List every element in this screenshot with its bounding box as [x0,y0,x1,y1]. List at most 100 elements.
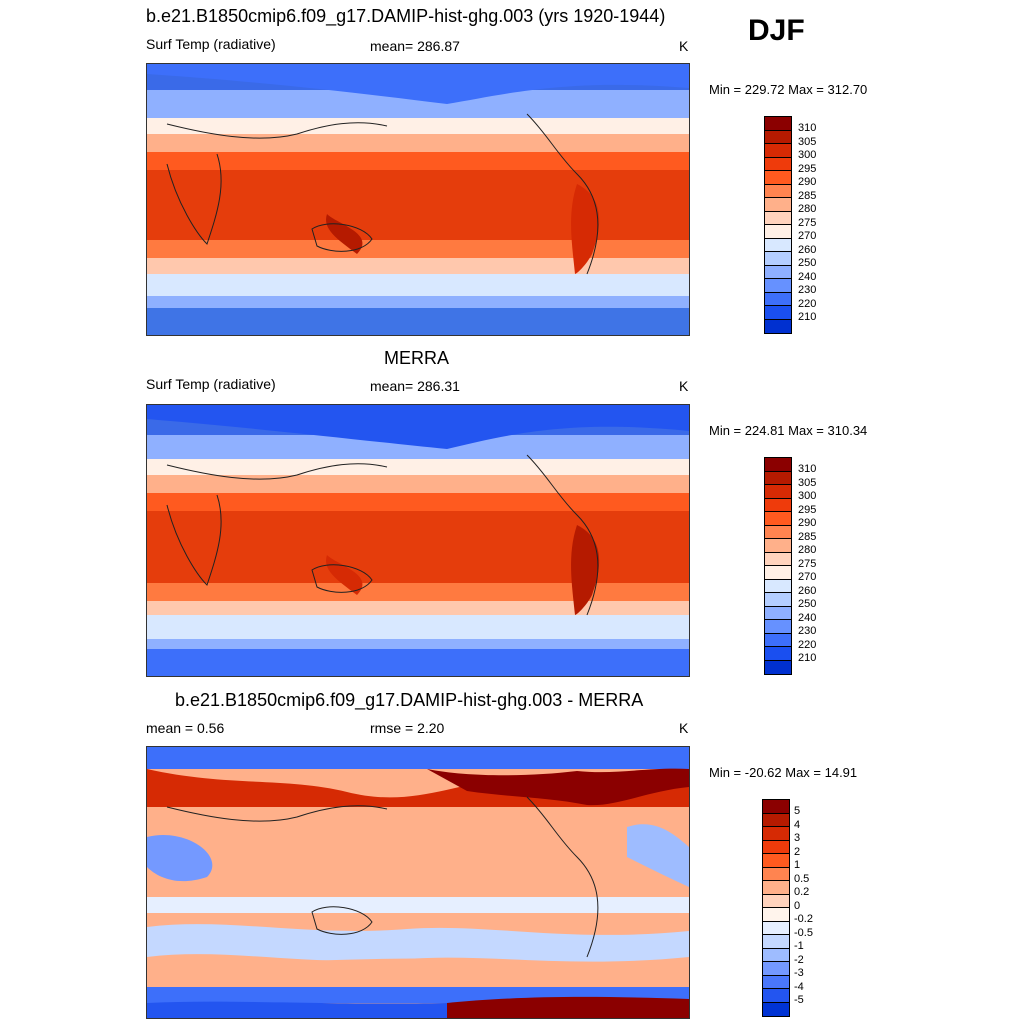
coastline [311,906,373,935]
colorbar-swatch [765,593,791,607]
colorbar-tick-label: 290 [798,176,817,188]
band-290-south [147,240,689,258]
colorbar-tick-label: 305 [798,476,817,489]
band-255-south [147,296,689,308]
colorbar-tick-label: 300 [798,149,817,161]
panel-3-rmse-label: rmse = 2.20 [370,720,445,736]
panel-3-units-label: K [679,720,689,736]
africa-cool-region [147,835,213,882]
colorbar-swatch [765,647,791,661]
colorbar-tick-label: 280 [798,544,817,556]
colorbar-tick-label: -2 [794,953,804,966]
coastline [526,113,599,275]
colorbar-swatch [765,606,791,620]
colorbar-tick-label: 5 [794,805,801,817]
north-pacific-strong-warm [427,768,689,806]
colorbar-tick-label: -0.2 [794,913,813,925]
coastline [526,454,599,616]
colorbar-tick-label: 270 [798,230,817,242]
panel-2-title: MERRA [384,348,450,368]
panel-3-title: b.e21.B1850cmip6.f09_g17.DAMIP-hist-ghg.… [175,690,644,710]
panel-2-colorbar [764,457,792,675]
band-285 [147,475,689,493]
band-275 [147,118,689,134]
colorbar-swatch [765,512,791,526]
south-america-region [571,525,600,615]
coastline [526,796,599,958]
panel-1-mean-label: mean= 286.87 [370,38,460,54]
colorbar-tick-label: 270 [798,571,817,583]
coastline [166,494,222,586]
colorbar-tick-label: 230 [798,625,817,637]
colorbar-tick-label: 4 [794,818,801,831]
southern-ocean-cool-band [147,924,689,962]
colorbar-swatch [763,975,789,989]
colorbar-swatch [765,144,791,158]
band-255-south [147,639,689,649]
panel-1-map-svg [147,64,689,335]
panel-2-variable-label: Surf Temp (radiative) [146,376,276,392]
season-label: DJF [748,14,805,47]
band-295 [147,493,689,511]
band-270-south [147,615,689,639]
colorbar-swatch [763,962,789,976]
colorbar-swatch [765,579,791,593]
colorbar-tick-label: 295 [798,503,817,516]
band-280-south [147,258,689,274]
colorbar-swatch [765,117,791,131]
colorbar-swatch [765,620,791,634]
panel-2-map [146,404,690,677]
band-295 [147,152,689,170]
colorbar-swatch [763,921,789,935]
panel-3-mean-label: mean = 0.56 [146,720,225,736]
panel-1-colorbar [764,116,792,334]
colorbar-swatch [765,225,791,239]
southern-warm-band [147,958,689,987]
coastline [166,463,388,480]
colorbar-swatch [763,854,789,868]
colorbar-swatch [763,813,789,827]
colorbar-swatch [763,840,789,854]
panel-1-variable-label: Surf Temp (radiative) [146,36,276,52]
coastline [166,122,388,139]
colorbar-swatch [765,238,791,252]
band-270-south [147,274,689,296]
colorbar-swatch [765,498,791,512]
colorbar-tick-label: 250 [798,257,817,269]
colorbar-swatch [765,471,791,485]
colorbar-tick-label: -5 [794,994,804,1006]
colorbar-tick-label: 220 [798,638,817,651]
colorbar-swatch [765,306,791,320]
band-280-south [147,601,689,615]
band-290-south [147,583,689,601]
colorbar-tick-label: 290 [798,517,817,529]
arctic-cold-region [147,64,689,104]
colorbar-swatch [763,935,789,949]
colorbar-tick-label: 230 [798,284,817,296]
colorbar-tick-label: 220 [798,297,817,310]
colorbar-tick-label: 210 [798,652,817,664]
colorbar-swatch [763,1002,789,1016]
panel-3-map [146,746,690,1019]
colorbar-tick-label: 260 [798,584,817,597]
southern-neutral-band [147,897,689,913]
colorbar-tick-label: 210 [798,311,817,323]
colorbar-tick-label: 3 [794,832,801,844]
panel-3-colorbar [762,799,790,1017]
colorbar-swatch [763,827,789,841]
colorbar-swatch [765,633,791,647]
panel-1-minmax-label: Min = 229.72 Max = 312.70 [709,82,868,97]
colorbar-tick-label: -0.5 [794,926,813,939]
colorbar-tick-label: 2 [794,845,801,858]
colorbar-tick-label: 1 [794,859,801,871]
colorbar-tick-label: -1 [794,940,804,952]
colorbar-tick-label: 0.5 [794,872,810,885]
panel-1-title: b.e21.B1850cmip6.f09_g17.DAMIP-hist-ghg.… [146,6,666,26]
colorbar-swatch [765,184,791,198]
colorbar-swatch [763,948,789,962]
colorbar-tick-label: 310 [798,463,817,475]
panel-2-map-svg [147,405,689,676]
colorbar-tick-label: 285 [798,189,817,202]
colorbar-swatch [765,265,791,279]
coastline [166,805,388,822]
